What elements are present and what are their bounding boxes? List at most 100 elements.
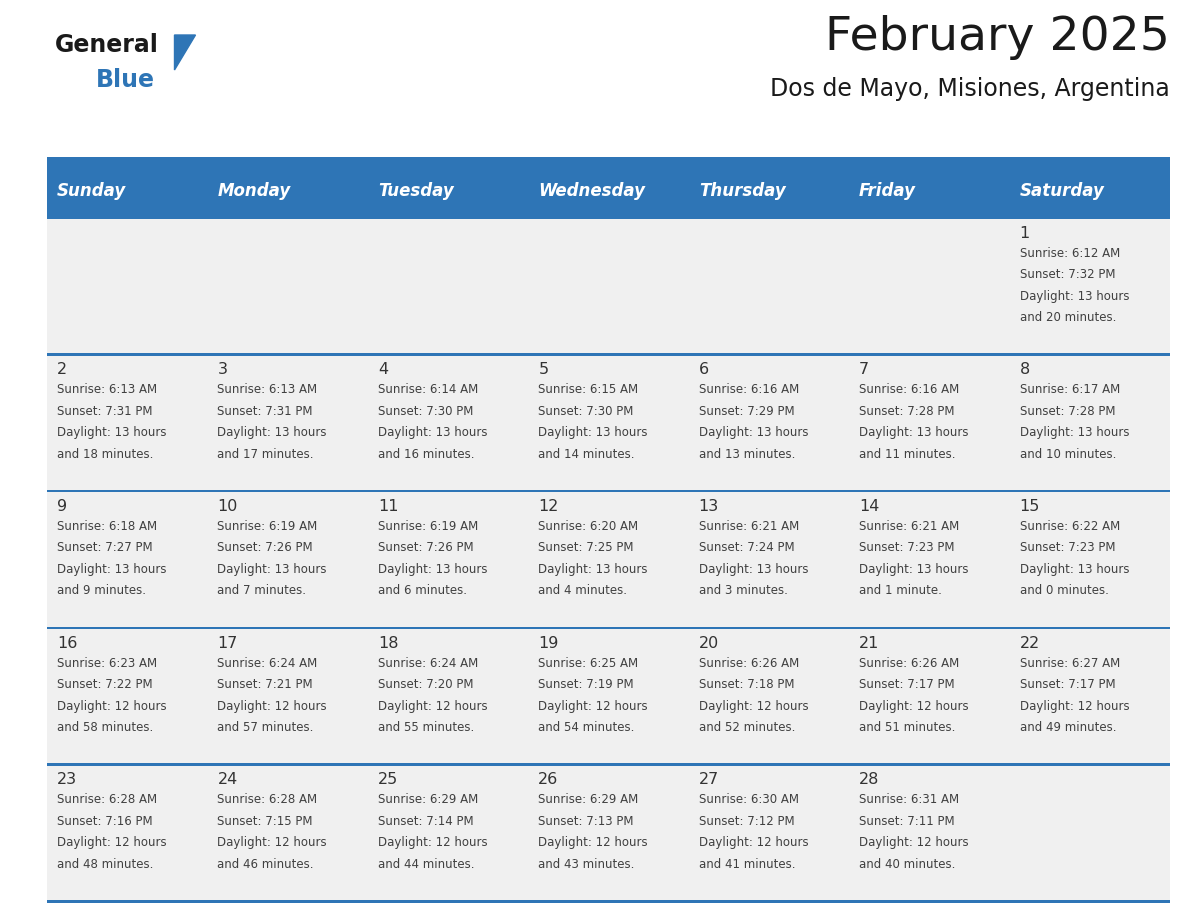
Text: Sunrise: 6:15 AM: Sunrise: 6:15 AM [538, 383, 638, 397]
Text: Daylight: 12 hours: Daylight: 12 hours [378, 836, 487, 849]
Text: 3: 3 [217, 363, 227, 377]
Text: Sunrise: 6:27 AM: Sunrise: 6:27 AM [1019, 656, 1120, 669]
Text: 19: 19 [538, 635, 558, 651]
Text: Sunset: 7:23 PM: Sunset: 7:23 PM [859, 542, 955, 554]
Bar [48, 763, 1170, 900]
Text: Sunset: 7:12 PM: Sunset: 7:12 PM [699, 815, 795, 828]
Text: Sunrise: 6:19 AM: Sunrise: 6:19 AM [217, 520, 317, 533]
Text: Sunrise: 6:29 AM: Sunrise: 6:29 AM [378, 793, 478, 806]
Bar [48, 490, 1170, 627]
Text: Sunset: 7:15 PM: Sunset: 7:15 PM [217, 815, 312, 828]
Text: and 1 minute.: and 1 minute. [859, 585, 942, 598]
Text: and 43 minutes.: and 43 minutes. [538, 857, 634, 871]
Bar [48, 217, 1170, 219]
Text: and 40 minutes.: and 40 minutes. [859, 857, 955, 871]
Text: Daylight: 12 hours: Daylight: 12 hours [57, 836, 166, 849]
Text: 16: 16 [57, 635, 77, 651]
Text: Sunset: 7:30 PM: Sunset: 7:30 PM [378, 405, 473, 418]
Text: Daylight: 12 hours: Daylight: 12 hours [859, 700, 968, 712]
Text: and 18 minutes.: and 18 minutes. [57, 448, 153, 461]
Text: Daylight: 13 hours: Daylight: 13 hours [217, 563, 327, 576]
Text: Sunset: 7:11 PM: Sunset: 7:11 PM [859, 815, 955, 828]
Text: 17: 17 [217, 635, 238, 651]
Text: Sunrise: 6:28 AM: Sunrise: 6:28 AM [217, 793, 317, 806]
Text: and 11 minutes.: and 11 minutes. [859, 448, 955, 461]
Bar [48, 164, 1170, 217]
Text: 2: 2 [57, 363, 68, 377]
Text: and 48 minutes.: and 48 minutes. [57, 857, 153, 871]
Text: Sunset: 7:30 PM: Sunset: 7:30 PM [538, 405, 633, 418]
Text: Daylight: 13 hours: Daylight: 13 hours [378, 563, 487, 576]
Text: Friday: Friday [859, 182, 916, 199]
Text: Daylight: 13 hours: Daylight: 13 hours [538, 426, 647, 439]
Text: Sunrise: 6:24 AM: Sunrise: 6:24 AM [378, 656, 478, 669]
Text: Sunset: 7:29 PM: Sunset: 7:29 PM [699, 405, 795, 418]
Text: Sunset: 7:21 PM: Sunset: 7:21 PM [217, 678, 314, 691]
Text: Sunset: 7:16 PM: Sunset: 7:16 PM [57, 815, 152, 828]
Text: Sunrise: 6:26 AM: Sunrise: 6:26 AM [859, 656, 960, 669]
Text: Sunset: 7:14 PM: Sunset: 7:14 PM [378, 815, 474, 828]
Text: Sunday: Sunday [57, 182, 126, 199]
Text: Sunset: 7:23 PM: Sunset: 7:23 PM [1019, 542, 1116, 554]
Text: 7: 7 [859, 363, 870, 377]
Text: Daylight: 12 hours: Daylight: 12 hours [699, 700, 808, 712]
Text: Daylight: 13 hours: Daylight: 13 hours [217, 426, 327, 439]
Text: and 44 minutes.: and 44 minutes. [378, 857, 474, 871]
Text: 5: 5 [538, 363, 549, 377]
Text: and 10 minutes.: and 10 minutes. [1019, 448, 1116, 461]
Text: and 6 minutes.: and 6 minutes. [378, 585, 467, 598]
Text: 9: 9 [57, 498, 68, 514]
Text: Saturday: Saturday [1019, 182, 1105, 199]
Text: Daylight: 13 hours: Daylight: 13 hours [699, 426, 808, 439]
Text: Sunrise: 6:21 AM: Sunrise: 6:21 AM [699, 520, 800, 533]
Text: and 3 minutes.: and 3 minutes. [699, 585, 788, 598]
Text: 6: 6 [699, 363, 709, 377]
Text: 18: 18 [378, 635, 398, 651]
Text: and 55 minutes.: and 55 minutes. [378, 722, 474, 734]
Text: and 9 minutes.: and 9 minutes. [57, 585, 146, 598]
Text: Daylight: 12 hours: Daylight: 12 hours [538, 700, 647, 712]
Text: and 17 minutes.: and 17 minutes. [217, 448, 314, 461]
Text: Sunrise: 6:19 AM: Sunrise: 6:19 AM [378, 520, 478, 533]
Text: and 52 minutes.: and 52 minutes. [699, 722, 795, 734]
Bar [48, 763, 1170, 766]
Text: and 14 minutes.: and 14 minutes. [538, 448, 634, 461]
Text: Daylight: 12 hours: Daylight: 12 hours [217, 700, 327, 712]
Bar [48, 353, 1170, 490]
Text: Daylight: 13 hours: Daylight: 13 hours [859, 426, 968, 439]
Text: Daylight: 13 hours: Daylight: 13 hours [57, 426, 166, 439]
Text: Sunset: 7:18 PM: Sunset: 7:18 PM [699, 678, 795, 691]
Bar [48, 353, 1170, 355]
Bar [48, 217, 1170, 353]
Text: Sunrise: 6:29 AM: Sunrise: 6:29 AM [538, 793, 638, 806]
Text: Sunrise: 6:24 AM: Sunrise: 6:24 AM [217, 656, 317, 669]
Text: Daylight: 12 hours: Daylight: 12 hours [217, 836, 327, 849]
Text: Thursday: Thursday [699, 182, 785, 199]
Text: Daylight: 13 hours: Daylight: 13 hours [57, 563, 166, 576]
Text: Sunrise: 6:13 AM: Sunrise: 6:13 AM [217, 383, 317, 397]
Text: Dos de Mayo, Misiones, Argentina: Dos de Mayo, Misiones, Argentina [770, 77, 1170, 101]
Text: Sunset: 7:17 PM: Sunset: 7:17 PM [1019, 678, 1116, 691]
Bar [48, 900, 1170, 902]
Text: 26: 26 [538, 772, 558, 788]
Text: Sunrise: 6:18 AM: Sunrise: 6:18 AM [57, 520, 157, 533]
Text: Sunrise: 6:16 AM: Sunrise: 6:16 AM [699, 383, 800, 397]
Text: Sunrise: 6:28 AM: Sunrise: 6:28 AM [57, 793, 157, 806]
Text: and 16 minutes.: and 16 minutes. [378, 448, 474, 461]
Text: Daylight: 12 hours: Daylight: 12 hours [538, 836, 647, 849]
Text: Daylight: 12 hours: Daylight: 12 hours [699, 836, 808, 849]
Text: Blue: Blue [96, 68, 154, 92]
Text: Sunrise: 6:31 AM: Sunrise: 6:31 AM [859, 793, 959, 806]
Text: Sunset: 7:25 PM: Sunset: 7:25 PM [538, 542, 633, 554]
Text: 23: 23 [57, 772, 77, 788]
Text: Sunset: 7:26 PM: Sunset: 7:26 PM [217, 542, 314, 554]
Text: Sunset: 7:28 PM: Sunset: 7:28 PM [1019, 405, 1116, 418]
Text: Sunset: 7:22 PM: Sunset: 7:22 PM [57, 678, 152, 691]
Text: and 57 minutes.: and 57 minutes. [217, 722, 314, 734]
Text: 27: 27 [699, 772, 719, 788]
Text: 24: 24 [217, 772, 238, 788]
Text: Sunrise: 6:14 AM: Sunrise: 6:14 AM [378, 383, 478, 397]
Text: 11: 11 [378, 498, 398, 514]
Text: and 51 minutes.: and 51 minutes. [859, 722, 955, 734]
Text: Daylight: 12 hours: Daylight: 12 hours [378, 700, 487, 712]
